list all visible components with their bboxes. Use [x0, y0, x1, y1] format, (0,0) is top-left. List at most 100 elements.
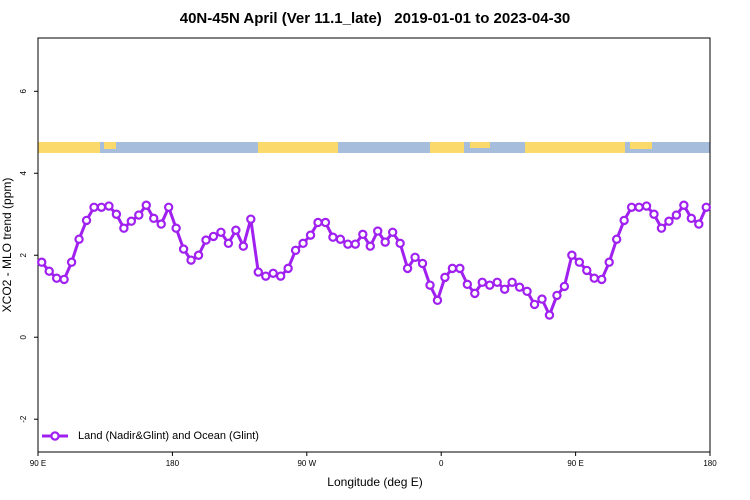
- data-point: [686, 213, 697, 224]
- data-point: [522, 286, 532, 297]
- y-tick-label: 4: [19, 170, 28, 175]
- data-point: [649, 209, 659, 219]
- data-point: [477, 277, 487, 288]
- data-point: [268, 268, 278, 278]
- y-tick-label: 6: [19, 89, 28, 94]
- data-point: [298, 238, 308, 249]
- x-tick-label: 90 W: [297, 459, 316, 468]
- data-point: [597, 274, 607, 285]
- land-band: [104, 142, 116, 149]
- data-point: [499, 284, 510, 294]
- data-point: [417, 258, 428, 269]
- data-point: [186, 255, 196, 265]
- data-point: [611, 234, 622, 244]
- data-point: [395, 238, 405, 249]
- ocean-band: [38, 142, 710, 153]
- data-point: [238, 241, 249, 251]
- data-point: [589, 273, 599, 283]
- data-point: [149, 213, 159, 224]
- data-point: [59, 274, 69, 285]
- data-point: [365, 241, 375, 251]
- data-point: [111, 209, 122, 219]
- data-point: [208, 231, 219, 242]
- data-point: [574, 257, 585, 267]
- data-point: [44, 266, 54, 276]
- data-point: [66, 257, 77, 267]
- data-point: [701, 202, 711, 212]
- data-point: [320, 217, 331, 228]
- data-point: [119, 223, 129, 233]
- data-point: [231, 225, 241, 235]
- data-point: [425, 280, 435, 290]
- land-ocean-strip: [38, 142, 710, 153]
- y-tick-label: 0: [19, 334, 28, 339]
- y-axis-label: XCO2 - MLO trend (ppm): [0, 178, 14, 313]
- data-point: [567, 250, 577, 260]
- plot-frame: [37, 37, 711, 453]
- data-point: [694, 219, 704, 229]
- chart-title: 40N-45N April (Ver 11.1_late) 2019-01-01…: [180, 10, 571, 27]
- x-axis-label: Longitude (deg E): [327, 475, 422, 489]
- data-point: [104, 201, 114, 211]
- data-point: [96, 202, 107, 212]
- data-point: [51, 273, 62, 283]
- data-point: [447, 263, 458, 274]
- data-point: [514, 282, 525, 292]
- data-point: [163, 202, 174, 212]
- x-tick-label: 90 E: [567, 459, 583, 468]
- data-point: [462, 279, 473, 290]
- data-point: [358, 229, 368, 240]
- data-point: [223, 238, 234, 249]
- data-point: [134, 210, 144, 220]
- land-band: [38, 142, 100, 153]
- y-tick-label: -2: [19, 415, 28, 423]
- data-point: [410, 252, 420, 262]
- legend-label: Land (Nadir&Glint) and Ocean (Glint): [78, 430, 259, 442]
- data-point: [178, 244, 189, 254]
- data-point: [193, 250, 204, 260]
- data-point: [373, 226, 383, 236]
- data-point: [126, 216, 137, 226]
- land-band: [525, 142, 625, 153]
- land-band: [470, 142, 490, 148]
- land-band: [430, 142, 464, 153]
- data-point: [350, 239, 361, 249]
- data-point: [37, 257, 47, 267]
- data-point: [552, 290, 562, 301]
- data-point: [275, 271, 286, 281]
- data-point: [537, 294, 547, 304]
- data-point: [246, 214, 256, 224]
- x-tick-label: 90 E: [30, 459, 46, 468]
- data-point: [470, 288, 480, 299]
- data-point: [328, 232, 338, 242]
- x-tick-label: 180: [703, 459, 717, 468]
- data-point: [671, 210, 682, 220]
- x-tick-label: 0: [439, 459, 444, 468]
- data-point: [253, 267, 263, 277]
- data-point: [261, 271, 271, 281]
- data-point: [455, 263, 465, 274]
- data-point: [283, 263, 293, 274]
- data-point: [440, 272, 450, 283]
- data-point: [619, 215, 629, 226]
- data-point: [343, 239, 353, 249]
- land-band: [258, 142, 338, 153]
- data-point: [402, 263, 413, 274]
- data-point: [492, 277, 502, 288]
- data-point: [290, 245, 301, 256]
- y-tick-label: 2: [19, 252, 28, 257]
- data-point: [679, 200, 689, 210]
- land-band: [630, 142, 652, 149]
- legend-marker: [50, 431, 60, 441]
- data-point: [201, 235, 211, 245]
- data-point: [544, 310, 555, 320]
- data-point: [582, 265, 592, 276]
- data-point: [335, 234, 346, 244]
- data-point: [313, 217, 323, 228]
- data-point: [507, 277, 517, 288]
- data-point: [380, 237, 390, 247]
- data-point: [529, 299, 540, 310]
- data-point: [216, 227, 226, 237]
